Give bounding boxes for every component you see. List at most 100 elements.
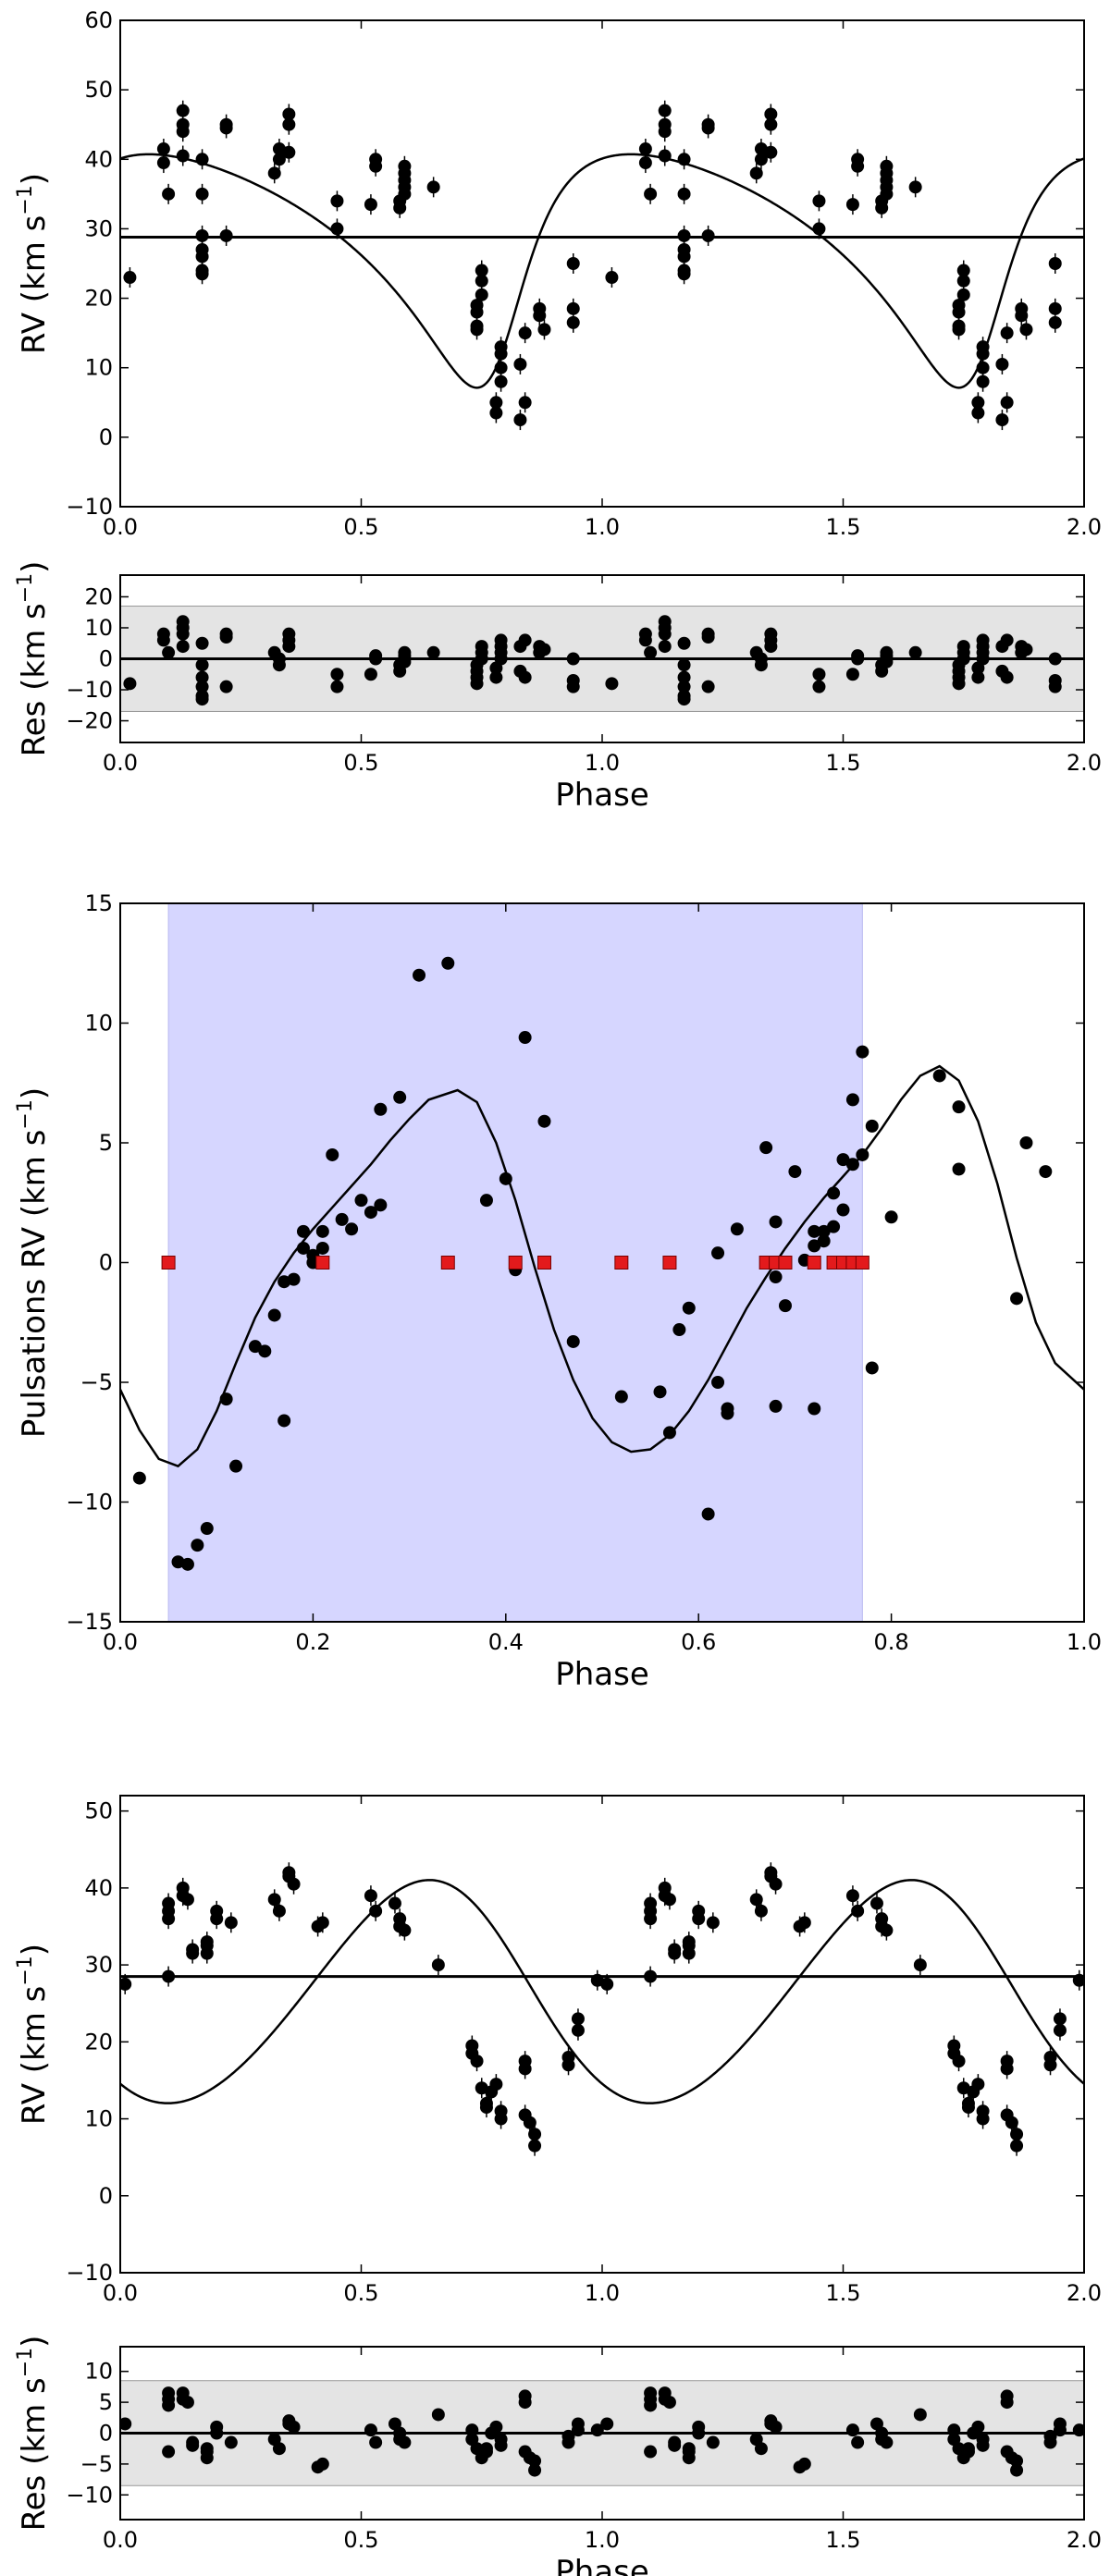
data-point xyxy=(976,633,990,647)
y-tick-label: 50 xyxy=(84,77,113,103)
data-point xyxy=(662,2396,676,2410)
data-point xyxy=(971,2078,985,2091)
data-point xyxy=(195,228,209,242)
data-point xyxy=(195,693,209,706)
data-point xyxy=(682,2451,696,2465)
data-point xyxy=(644,2398,658,2412)
data-point xyxy=(952,319,966,333)
data-point xyxy=(1072,1973,1084,1987)
data-point xyxy=(590,1973,604,1987)
data-point xyxy=(180,1893,194,1907)
data-point xyxy=(865,1361,879,1375)
data-point xyxy=(677,670,691,684)
data-point xyxy=(956,264,970,277)
data-point xyxy=(644,1969,658,1983)
y-tick-label: −10 xyxy=(66,494,113,520)
x-tick-label: 0.5 xyxy=(343,750,378,776)
data-point xyxy=(754,1904,768,1918)
data-point xyxy=(393,1090,407,1104)
y-tick-label: 0 xyxy=(99,2183,113,2209)
x-tick-label: 1.0 xyxy=(585,2527,620,2553)
data-point xyxy=(123,677,137,691)
y-axis-label-text: RV (km s xyxy=(16,215,53,354)
y-tick-label: −10 xyxy=(66,677,113,703)
data-point xyxy=(1010,2128,1024,2141)
data-point xyxy=(123,271,137,285)
plot-area xyxy=(120,606,1084,712)
data-point xyxy=(614,1390,628,1404)
data-point xyxy=(808,1239,821,1253)
rv-orbit-panel-top: 0.0 0.5 1.0 1.5 2.0 −10 0 10 20 30 40 50 60 RV (km s−… xyxy=(14,7,1102,540)
data-point xyxy=(475,264,488,277)
y-axis-label-text: Res (km s xyxy=(16,603,53,756)
data-point xyxy=(1000,2389,1014,2403)
data-point xyxy=(326,1147,339,1161)
data-point xyxy=(749,166,763,180)
data-point xyxy=(494,374,508,388)
data-point xyxy=(856,1045,870,1059)
data-point xyxy=(808,1402,821,1416)
y-axis-label-superscript: −1 xyxy=(14,185,37,215)
data-point xyxy=(836,1203,850,1217)
data-point xyxy=(156,156,170,170)
data-point xyxy=(162,2445,176,2459)
data-point xyxy=(398,645,412,659)
y-axis-label: Pulsations RV (km s−1) xyxy=(14,1087,53,1438)
data-point xyxy=(952,299,966,313)
data-point xyxy=(947,2423,961,2437)
data-point xyxy=(571,2417,585,2431)
data-point xyxy=(186,1943,200,1957)
pulsations-panel: 0.0 0.2 0.4 0.6 0.8 1.0 −15 −10 −5 0 5 10 15 Phase Pul… xyxy=(14,890,1102,1693)
data-point xyxy=(315,2457,329,2471)
data-point xyxy=(518,2055,532,2068)
data-point xyxy=(845,2423,859,2437)
data-point xyxy=(287,2420,301,2434)
data-point xyxy=(441,956,455,970)
x-axis-label: Phase xyxy=(555,2554,649,2576)
data-point xyxy=(499,1171,512,1185)
y-axis-label-text: RV (km s xyxy=(16,1986,53,2125)
data-point xyxy=(162,187,176,201)
data-point xyxy=(605,677,619,691)
data-point xyxy=(195,670,209,684)
data-point xyxy=(186,2435,200,2449)
x-tick-label: 1.0 xyxy=(585,2280,620,2306)
data-point xyxy=(374,1198,388,1212)
data-point xyxy=(682,1301,696,1315)
data-point xyxy=(952,1162,966,1176)
data-point xyxy=(730,1222,744,1236)
data-point xyxy=(278,1414,291,1428)
y-tick-label: 20 xyxy=(84,2029,113,2055)
data-point xyxy=(908,645,922,659)
data-point xyxy=(880,645,894,659)
data-point xyxy=(267,1893,281,1907)
data-point xyxy=(711,1376,725,1389)
data-point xyxy=(711,1246,725,1260)
data-point xyxy=(219,680,233,693)
plot-area xyxy=(120,1862,1084,2156)
data-point xyxy=(431,1958,445,1972)
data-point xyxy=(1010,1292,1024,1306)
data-point xyxy=(388,1896,401,1910)
y-tick-label: 50 xyxy=(84,1798,113,1824)
x-tick-label: 1.5 xyxy=(825,2527,860,2553)
data-point xyxy=(282,627,296,641)
x-axis-label: Phase xyxy=(555,777,649,814)
data-point xyxy=(489,2078,503,2091)
data-point xyxy=(1048,257,1062,270)
data-point xyxy=(369,159,383,173)
data-point xyxy=(754,658,768,672)
data-point xyxy=(812,194,826,208)
x-axis-label: Phase xyxy=(555,1656,649,1693)
data-point xyxy=(315,1241,329,1255)
y-tick-label: 15 xyxy=(84,890,113,916)
data-point xyxy=(398,2435,412,2449)
data-point xyxy=(210,1912,224,1926)
data-point xyxy=(224,2435,238,2449)
data-point xyxy=(845,668,859,681)
y-tick-label: 0 xyxy=(99,646,113,672)
data-point xyxy=(180,1557,194,1571)
data-point xyxy=(195,153,209,166)
y-axis-label: RV (km s−1) xyxy=(14,173,53,354)
data-point xyxy=(976,2112,990,2126)
